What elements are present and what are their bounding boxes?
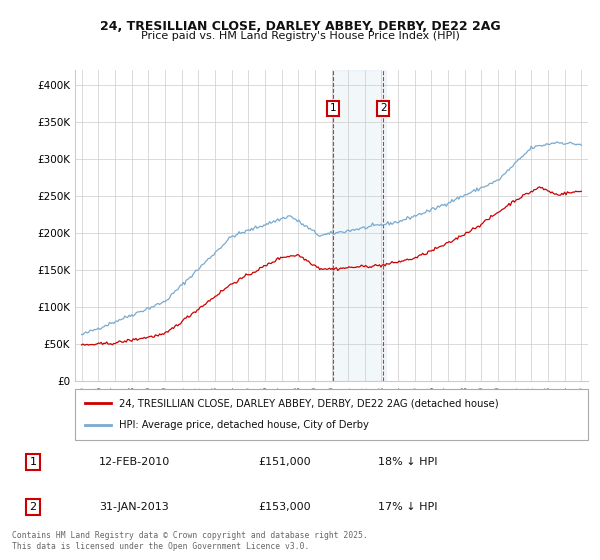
Text: 24, TRESILLIAN CLOSE, DARLEY ABBEY, DERBY, DE22 2AG (detached house): 24, TRESILLIAN CLOSE, DARLEY ABBEY, DERB… (119, 398, 498, 408)
Text: HPI: Average price, detached house, City of Derby: HPI: Average price, detached house, City… (119, 421, 368, 431)
Text: 2: 2 (380, 104, 386, 114)
Text: Contains HM Land Registry data © Crown copyright and database right 2025.
This d: Contains HM Land Registry data © Crown c… (12, 531, 368, 551)
Text: £153,000: £153,000 (258, 502, 311, 512)
FancyBboxPatch shape (75, 389, 588, 440)
Text: 12-FEB-2010: 12-FEB-2010 (99, 457, 170, 467)
Text: 1: 1 (330, 104, 337, 114)
Text: 2: 2 (29, 502, 37, 512)
Text: 17% ↓ HPI: 17% ↓ HPI (378, 502, 437, 512)
Text: 1: 1 (29, 457, 37, 467)
Text: 31-JAN-2013: 31-JAN-2013 (99, 502, 169, 512)
Text: 24, TRESILLIAN CLOSE, DARLEY ABBEY, DERBY, DE22 2AG: 24, TRESILLIAN CLOSE, DARLEY ABBEY, DERB… (100, 20, 500, 32)
Bar (331, 70, 386, 381)
Text: £151,000: £151,000 (258, 457, 311, 467)
Text: Price paid vs. HM Land Registry's House Price Index (HPI): Price paid vs. HM Land Registry's House … (140, 31, 460, 41)
Text: 18% ↓ HPI: 18% ↓ HPI (378, 457, 437, 467)
